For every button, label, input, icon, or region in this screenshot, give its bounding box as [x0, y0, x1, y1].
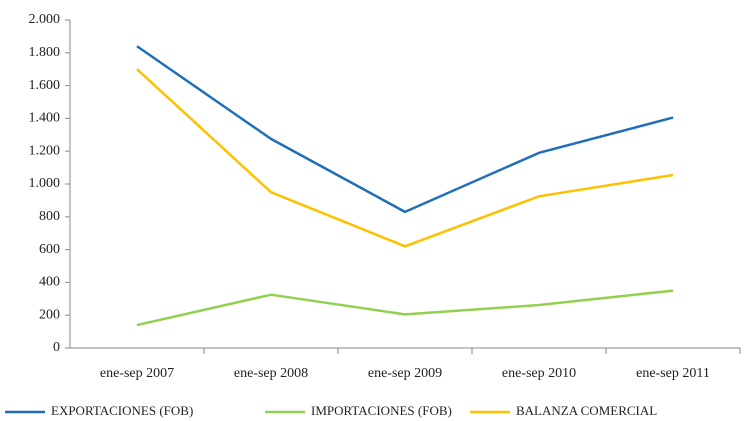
- y-tick-label: 1.400: [29, 111, 61, 126]
- x-tick-label: ene-sep 2011: [636, 366, 710, 381]
- y-tick-label: 1.200: [29, 143, 61, 158]
- y-tick-label: 2.000: [29, 12, 61, 27]
- series-line: [136, 45, 674, 214]
- series-line: [136, 68, 674, 248]
- y-tick-label: 1.800: [29, 45, 61, 60]
- y-tick-label: 800: [39, 209, 60, 224]
- x-tick-label: ene-sep 2009: [368, 366, 442, 381]
- series-line: [136, 289, 674, 327]
- y-tick-label: 1.600: [29, 78, 61, 93]
- legend-label: IMPORTACIONES (FOB): [311, 403, 452, 418]
- x-tick-label: ene-sep 2010: [502, 366, 576, 381]
- y-tick-label: 400: [39, 275, 60, 290]
- x-tick-label: ene-sep 2007: [100, 366, 174, 381]
- y-tick-label: 0: [53, 340, 60, 355]
- legend-label: EXPORTACIONES (FOB): [51, 403, 193, 418]
- y-tick-label: 200: [39, 307, 60, 322]
- y-tick-label: 1.000: [29, 176, 61, 191]
- y-tick-label: 600: [39, 242, 60, 257]
- x-tick-label: ene-sep 2008: [234, 366, 308, 381]
- legend-label: BALANZA COMERCIAL: [516, 403, 657, 418]
